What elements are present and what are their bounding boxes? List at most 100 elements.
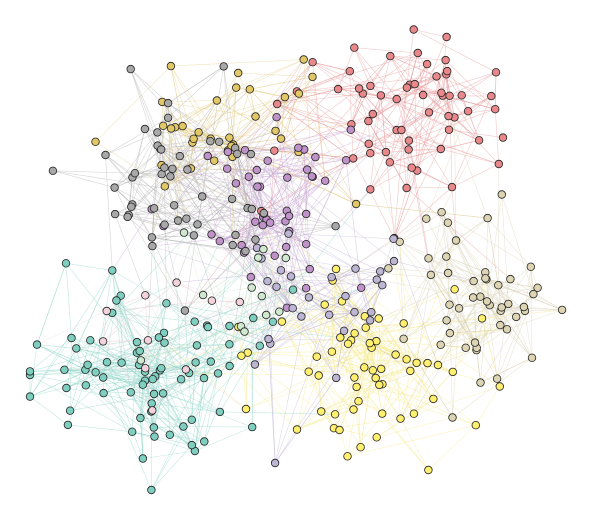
edge-teal <box>116 300 165 334</box>
edge-beige <box>426 218 447 257</box>
node-pink <box>235 297 244 307</box>
edge-red <box>352 120 369 159</box>
edge-cross <box>497 163 500 286</box>
edge-gray <box>127 216 153 238</box>
edge-yellow <box>281 321 309 372</box>
node-teal <box>81 381 90 390</box>
node-red <box>366 185 375 194</box>
edge-cross <box>315 112 430 158</box>
node-beige <box>469 276 478 286</box>
edge-beige <box>530 266 534 295</box>
edge-teal <box>142 384 155 428</box>
node-teal <box>249 313 258 323</box>
edge-cross <box>393 260 474 282</box>
node-red <box>308 58 317 67</box>
edge-teal <box>36 263 67 345</box>
edge-teal <box>36 344 86 371</box>
node-yellow <box>374 314 383 323</box>
edge-cross <box>276 116 352 125</box>
node-red <box>413 48 422 58</box>
edge-teal <box>112 312 195 322</box>
edge-yellow <box>475 386 501 426</box>
edge-gray <box>131 206 153 238</box>
node-teal <box>247 422 257 432</box>
node-teal <box>60 365 69 374</box>
edge-beige <box>486 194 503 302</box>
edge-cross <box>399 241 411 371</box>
node-purple <box>357 283 366 292</box>
node-teal <box>117 358 126 367</box>
edge-cross <box>244 93 300 151</box>
edge-cross <box>266 91 298 220</box>
edge-beige <box>476 307 502 348</box>
edge-beige <box>465 301 488 348</box>
edge-cross <box>382 349 477 385</box>
node-purple <box>222 164 232 173</box>
node-beige <box>454 304 464 313</box>
edge-cross <box>231 91 298 200</box>
edge-lilac <box>270 311 355 344</box>
node-lilac <box>389 234 398 243</box>
edge-teal <box>191 378 205 446</box>
edge-red <box>401 29 414 131</box>
edge-teal <box>67 295 121 426</box>
edge-lilac <box>268 338 276 464</box>
node-beige <box>426 270 436 280</box>
edge-red <box>428 60 446 113</box>
edge-lilac <box>261 258 332 278</box>
node-red <box>354 84 364 93</box>
edge-cross <box>219 411 336 415</box>
edge-red <box>414 83 449 117</box>
edge-cross <box>393 238 439 366</box>
edge-cross <box>151 237 165 333</box>
edge-yellow <box>321 400 359 412</box>
edge-teal <box>106 362 144 459</box>
edge-teal <box>70 393 164 411</box>
node-yellow <box>409 409 419 418</box>
node-red <box>364 139 373 148</box>
node-teal <box>83 360 92 369</box>
node-gray <box>247 204 256 214</box>
node-yellow <box>402 355 411 364</box>
edge-beige <box>428 258 474 282</box>
edge-cross <box>134 172 236 184</box>
edge-cross <box>219 239 256 242</box>
node-teal <box>132 337 142 347</box>
edge-red <box>296 76 437 92</box>
node-red <box>422 59 432 69</box>
edge-red <box>467 111 480 141</box>
edge-cross <box>157 145 275 151</box>
node-lilac <box>250 360 260 369</box>
edge-teal <box>95 270 113 373</box>
edge-beige <box>403 256 447 339</box>
node-pink <box>172 278 181 287</box>
edge-beige <box>486 301 498 379</box>
edge-olive <box>163 59 304 127</box>
node-yellow <box>304 367 313 376</box>
edge-olive <box>298 93 357 205</box>
node-pink <box>141 291 150 300</box>
edge-cross <box>227 61 313 151</box>
node-yellow <box>352 382 361 392</box>
edge-red <box>274 113 373 151</box>
node-teal <box>158 389 168 398</box>
node-olive <box>294 89 304 98</box>
node-yellow <box>371 373 380 383</box>
edge-lilac <box>276 286 337 379</box>
edge-teal <box>140 417 192 446</box>
edge-cross <box>306 260 395 289</box>
edge-beige <box>430 274 460 309</box>
edge-red <box>296 91 352 125</box>
edge-teal <box>194 378 205 452</box>
edge-cross <box>369 153 400 242</box>
edge-yellow <box>333 418 401 429</box>
edge-teal <box>164 342 171 435</box>
node-yellow <box>424 465 433 475</box>
edge-beige <box>446 256 486 273</box>
node-olive <box>299 55 308 64</box>
edge-cross <box>229 325 341 338</box>
edge-cross <box>172 150 229 170</box>
node-beige <box>445 300 454 309</box>
node-lilac <box>286 272 296 281</box>
edge-teal <box>152 378 221 413</box>
